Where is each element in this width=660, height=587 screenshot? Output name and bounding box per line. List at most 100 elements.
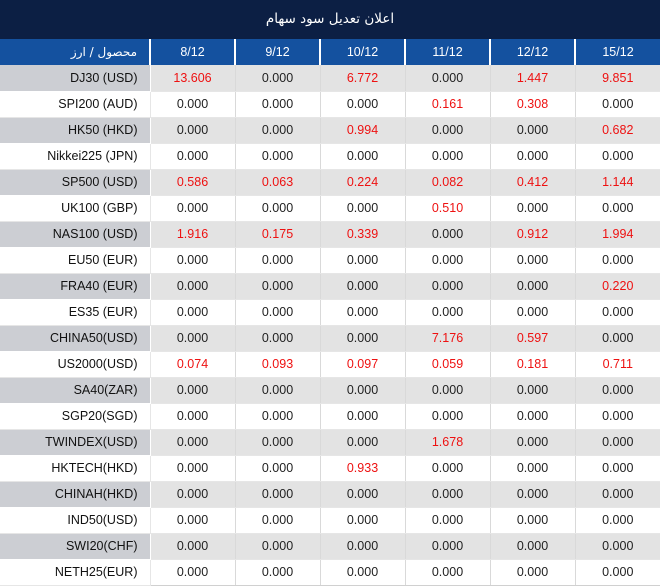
cell-value: 0.000 — [320, 533, 406, 560]
cell-value: 0.000 — [575, 481, 660, 508]
cell-value: 0.000 — [575, 403, 660, 430]
table-row: UK100 (GBP) 0.000 0.000 0.000 0.510 0.000 0.00… — [0, 195, 660, 222]
cell-value: 0.000 — [490, 533, 576, 560]
cell-value: 0.510 — [405, 195, 491, 222]
cell-value: 0.000 — [320, 481, 406, 508]
cell-value: 0.000 — [320, 273, 406, 300]
cell-value: 1.447 — [490, 65, 576, 92]
cell-value: 0.000 — [235, 481, 321, 508]
column-header-date-3[interactable]: 10/12 — [320, 39, 406, 65]
row-label-instrument: Nikkei225 (JPN) — [0, 143, 151, 170]
cell-value: 0.000 — [490, 481, 576, 508]
column-header-date-1[interactable]: 8/12 — [150, 39, 236, 65]
cell-value: 0.000 — [575, 299, 660, 326]
cell-value: 0.000 — [320, 91, 406, 118]
cell-value: 0.000 — [490, 377, 576, 404]
cell-value: 0.000 — [150, 273, 236, 300]
cell-value: 0.000 — [320, 143, 406, 170]
table-row: CHINAH(HKD) 0.000 0.000 0.000 0.000 0.000 0.00… — [0, 481, 660, 508]
row-label-instrument: FRA40 (EUR) — [0, 273, 151, 300]
cell-value: 0.000 — [405, 481, 491, 508]
cell-value: 0.597 — [490, 325, 576, 352]
cell-value: 0.000 — [235, 559, 321, 586]
table-row: FRA40 (EUR) 0.000 0.000 0.000 0.000 0.000 0.22… — [0, 273, 660, 300]
table-row: SPI200 (AUD) 0.000 0.000 0.000 0.161 0.308 0.0… — [0, 91, 660, 118]
cell-value: 0.339 — [320, 221, 406, 248]
cell-value: 0.000 — [405, 299, 491, 326]
cell-value: 0.000 — [490, 195, 576, 222]
cell-value: 0.000 — [490, 507, 576, 534]
cell-value: 7.176 — [405, 325, 491, 352]
cell-value: 0.912 — [490, 221, 576, 248]
cell-value: 0.000 — [235, 507, 321, 534]
cell-value: 0.711 — [575, 351, 660, 378]
cell-value: 0.000 — [405, 143, 491, 170]
cell-value: 0.000 — [150, 247, 236, 274]
row-label-instrument: UK100 (GBP) — [0, 195, 151, 222]
cell-value: 6.772 — [320, 65, 406, 92]
cell-value: 0.000 — [320, 377, 406, 404]
table-row: HKTECH(HKD) 0.000 0.000 0.933 0.000 0.000 0.00… — [0, 455, 660, 482]
cell-value: 0.000 — [490, 429, 576, 456]
row-label-instrument: SPI200 (AUD) — [0, 91, 151, 118]
cell-value: 0.000 — [575, 507, 660, 534]
panel-title-bar: اعلان تعدیل سود سهام — [0, 0, 660, 39]
table-row: ES35 (EUR) 0.000 0.000 0.000 0.000 0.000 0.000 — [0, 299, 660, 326]
cell-value: 0.000 — [150, 377, 236, 404]
column-header-date-2[interactable]: 9/12 — [235, 39, 321, 65]
column-header-date-6[interactable]: 15/12 — [575, 39, 660, 65]
cell-value: 0.000 — [320, 325, 406, 352]
table-row: Nikkei225 (JPN) 0.000 0.000 0.000 0.000 0.000… — [0, 143, 660, 170]
column-header-date-4[interactable]: 11/12 — [405, 39, 491, 65]
cell-value: 0.000 — [235, 403, 321, 430]
cell-value: 0.224 — [320, 169, 406, 196]
cell-value: 0.000 — [235, 455, 321, 482]
cell-value: 0.000 — [235, 533, 321, 560]
dividend-adjustment-table: محصول / ارز 8/12 9/12 10/12 11/12 12/12 … — [0, 39, 660, 586]
cell-value: 0.000 — [575, 429, 660, 456]
cell-value: 0.000 — [575, 91, 660, 118]
cell-value: 0.000 — [490, 299, 576, 326]
cell-value: 0.000 — [490, 117, 576, 144]
cell-value: 0.000 — [320, 247, 406, 274]
cell-value: 0.000 — [405, 273, 491, 300]
cell-value: 0.000 — [575, 377, 660, 404]
cell-value: 0.000 — [575, 195, 660, 222]
cell-value: 0.220 — [575, 273, 660, 300]
cell-value: 0.000 — [235, 65, 321, 92]
cell-value: 0.000 — [575, 455, 660, 482]
cell-value: 0.000 — [235, 273, 321, 300]
table-row: SGP20(SGD) 0.000 0.000 0.000 0.000 0.000 0.000 — [0, 403, 660, 430]
cell-value: 0.000 — [150, 143, 236, 170]
table-row: SA40(ZAR) 0.000 0.000 0.000 0.000 0.000 0.000 — [0, 377, 660, 404]
table-row: US2000(USD) 0.074 0.093 0.097 0.059 0.181 0.71… — [0, 351, 660, 378]
row-label-instrument: NAS100 (USD) — [0, 221, 151, 248]
table-row: SWI20(CHF) 0.000 0.000 0.000 0.000 0.000 0.000 — [0, 533, 660, 560]
cell-value: 0.000 — [235, 143, 321, 170]
column-header-product-currency[interactable]: محصول / ارز — [0, 39, 151, 65]
table-row: SP500 (USD) 0.586 0.063 0.224 0.082 0.412 1.14… — [0, 169, 660, 196]
cell-value: 0.000 — [575, 325, 660, 352]
row-label-instrument: HKTECH(HKD) — [0, 455, 151, 482]
table-header-row: محصول / ارز 8/12 9/12 10/12 11/12 12/12 … — [0, 39, 660, 65]
row-label-instrument: HK50 (HKD) — [0, 117, 151, 144]
cell-value: 1.144 — [575, 169, 660, 196]
cell-value: 0.308 — [490, 91, 576, 118]
cell-value: 0.000 — [150, 299, 236, 326]
row-label-instrument: IND50(USD) — [0, 507, 151, 534]
cell-value: 0.000 — [490, 143, 576, 170]
column-header-date-5[interactable]: 12/12 — [490, 39, 576, 65]
cell-value: 0.000 — [235, 325, 321, 352]
cell-value: 0.000 — [320, 429, 406, 456]
cell-value: 0.000 — [405, 377, 491, 404]
cell-value: 0.000 — [405, 455, 491, 482]
cell-value: 0.000 — [320, 507, 406, 534]
cell-value: 0.000 — [405, 507, 491, 534]
row-label-instrument: TWINDEX(USD) — [0, 429, 151, 456]
page-title: اعلان تعدیل سود سهام — [265, 11, 395, 27]
cell-value: 0.000 — [235, 91, 321, 118]
cell-value: 0.000 — [405, 559, 491, 586]
cell-value: 0.933 — [320, 455, 406, 482]
row-label-instrument: SP500 (USD) — [0, 169, 151, 196]
cell-value: 0.000 — [150, 325, 236, 352]
